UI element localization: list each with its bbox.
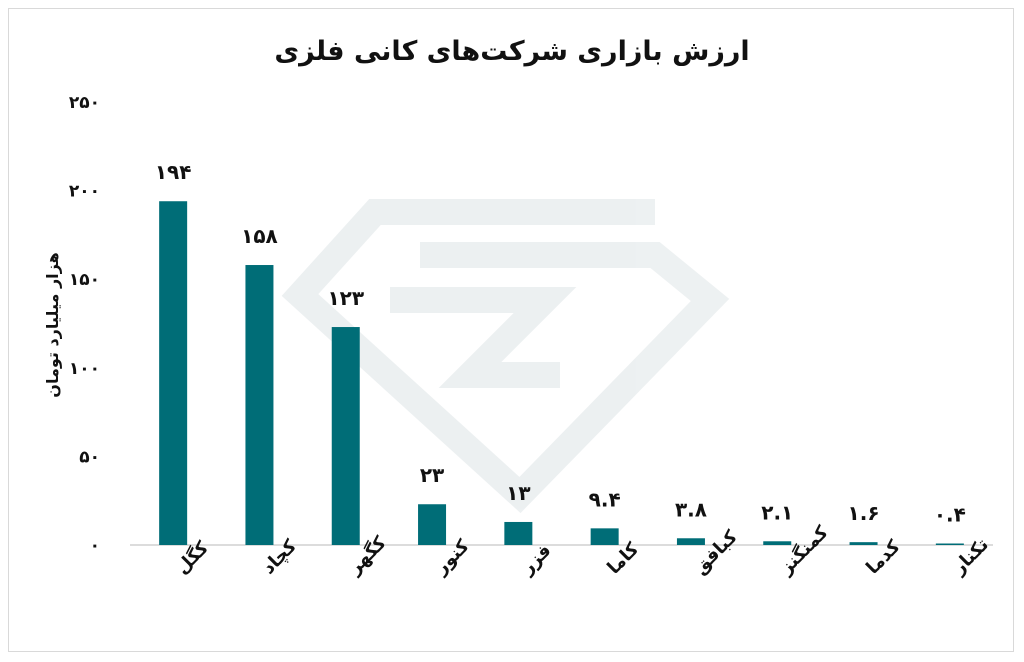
- x-tick-label: فزر: [516, 540, 555, 579]
- bar: [159, 201, 188, 545]
- bar: [418, 504, 447, 545]
- data-label: ۱۲۳: [327, 286, 364, 310]
- bar: [935, 543, 964, 545]
- data-label: ۹.۴: [589, 487, 621, 511]
- data-label: ۱.۶: [848, 501, 880, 525]
- y-tick-label: ۱۵۰: [69, 270, 100, 290]
- data-label: ۱۹۴: [155, 160, 192, 184]
- y-axis-label: هزار میلیارد تومان: [43, 252, 62, 397]
- bar: [590, 528, 619, 545]
- x-tick-label: تکنار: [948, 534, 993, 579]
- data-label: ۲.۱: [761, 500, 793, 524]
- y-tick-label: ۰: [90, 536, 100, 556]
- data-label: ۳.۸: [675, 497, 707, 521]
- y-tick-label: ۲۰۰: [69, 182, 100, 202]
- data-label: ۲۳: [420, 463, 444, 487]
- bar: [504, 521, 533, 545]
- y-tick-label: ۵۰: [79, 447, 100, 467]
- bar: [676, 538, 705, 545]
- x-tick-label: کبافق: [690, 526, 742, 578]
- bar: [331, 327, 360, 545]
- data-label: ۰.۴: [934, 503, 966, 527]
- y-tick-label: ۱۰۰: [69, 359, 100, 379]
- bar: [763, 541, 792, 545]
- y-tick-label: ۲۵۰: [69, 93, 100, 113]
- watermark-logo: [281, 199, 730, 514]
- data-label: ۱۳: [506, 481, 530, 505]
- x-axis-ticks: کگل کچاد کگهر کنور فزر کاما کبافق کمنگنز کدما تکن…: [171, 521, 993, 579]
- bars: [159, 201, 964, 545]
- x-tick-label: کمنگنز: [775, 521, 833, 579]
- data-label: ۱۵۸: [241, 224, 278, 248]
- data-labels: ۱۹۴ ۱۵۸ ۱۲۳ ۲۳ ۱۳ ۹.۴ ۳.۸ ۲.۱ ۱.۶ ۰.۴: [155, 160, 966, 526]
- bar: [245, 265, 274, 545]
- bar: [849, 542, 878, 545]
- chart-title: ارزش بازاری شرکت‌های کانی فلزی: [274, 36, 749, 67]
- y-axis-ticks: ۰ ۵۰ ۱۰۰ ۱۵۰ ۲۰۰ ۲۵۰: [69, 93, 100, 556]
